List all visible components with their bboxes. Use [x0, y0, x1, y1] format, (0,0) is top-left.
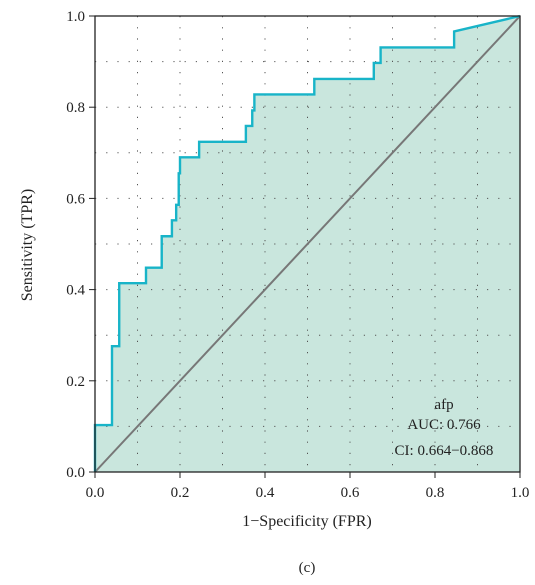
y-axis-title: Sensitivity (TPR)	[19, 189, 36, 301]
x-tick-label: 0.8	[426, 485, 445, 501]
y-tick-label: 0.4	[66, 283, 85, 299]
y-tick-label: 0.8	[66, 100, 85, 116]
x-tick-label: 0.4	[256, 485, 275, 501]
annotation-auc: AUC: 0.766	[407, 417, 481, 433]
y-tick-label: 1.0	[66, 9, 85, 25]
roc-curve-line	[93, 14, 521, 472]
y-tick-label: 0.0	[66, 465, 85, 481]
panel-label: (c)	[299, 560, 316, 576]
x-tick-label: 0.0	[86, 485, 105, 501]
y-tick-label: 0.2	[66, 374, 85, 390]
annotation-ci: CI: 0.664−0.868	[395, 443, 494, 459]
x-tick-label: 0.6	[341, 485, 360, 501]
x-tick-label: 1.0	[511, 485, 530, 501]
x-axis-title: 1−Specificity (FPR)	[242, 513, 371, 530]
plot-border	[94, 15, 521, 473]
reference-diagonal-line	[94, 15, 521, 473]
annotation-series-name: afp	[434, 397, 453, 413]
x-tick-label: 0.2	[171, 485, 190, 501]
y-tick-label: 0.6	[66, 191, 85, 207]
